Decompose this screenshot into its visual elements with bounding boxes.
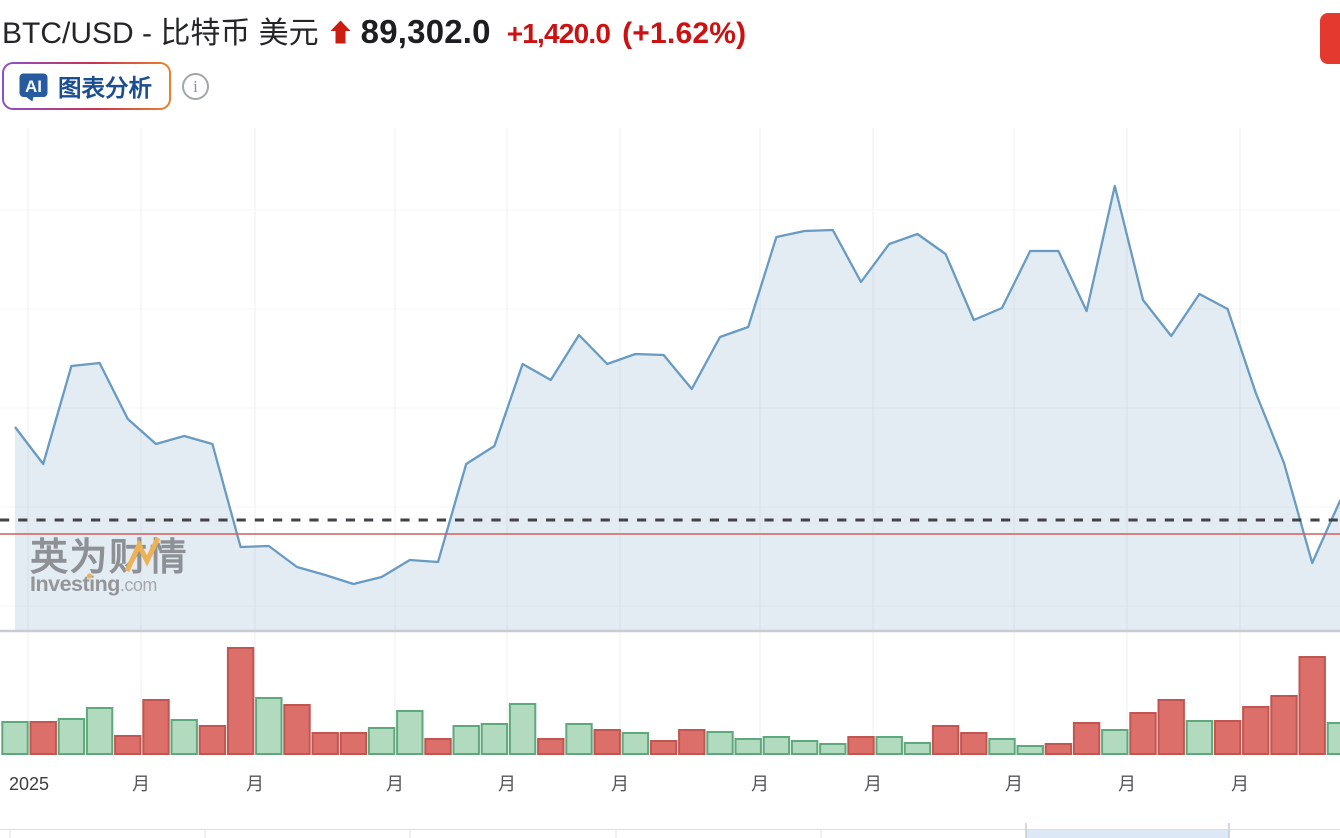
svg-text:月: 月 <box>751 774 769 794</box>
svg-text:月: 月 <box>132 774 150 794</box>
svg-text:月: 月 <box>1118 774 1136 794</box>
svg-text:月: 月 <box>864 774 882 794</box>
svg-text:月: 月 <box>1005 774 1023 794</box>
svg-text:英为财情: 英为财情 <box>30 537 188 579</box>
svg-text:AI: AI <box>25 77 42 96</box>
svg-text:月: 月 <box>1231 774 1249 794</box>
svg-text:月: 月 <box>386 774 404 794</box>
svg-text:月: 月 <box>246 774 264 794</box>
svg-text:月: 月 <box>498 774 516 794</box>
svg-text:2025: 2025 <box>9 774 49 794</box>
svg-text:Investing.com: Investing.com <box>30 572 157 596</box>
svg-text:月: 月 <box>611 774 629 794</box>
